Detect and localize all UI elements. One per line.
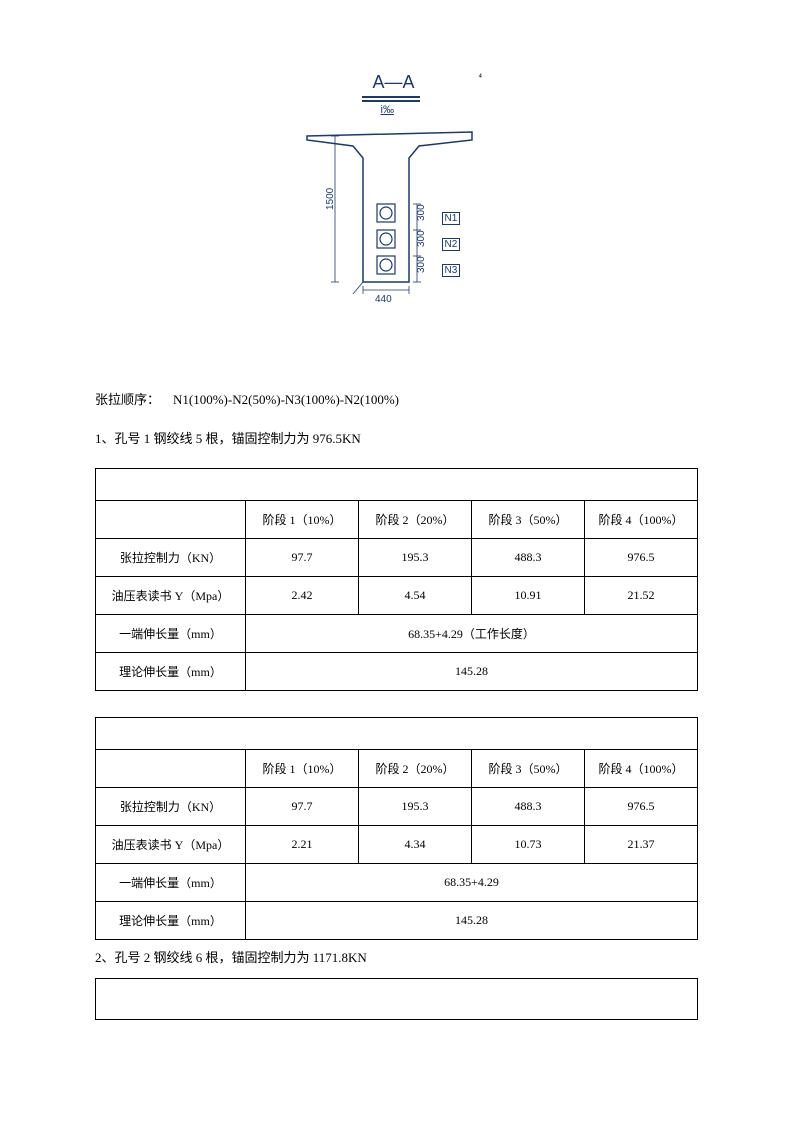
row-label: 张拉控制力（KN）: [96, 787, 246, 825]
node-n2: N2: [442, 238, 461, 251]
svg-text:300: 300: [416, 256, 427, 273]
table-row: 阶段 1（10%） 阶段 2（20%） 阶段 3（50%） 阶段 4（100%）: [96, 749, 698, 787]
table-row: 油压表读书 Y（Mpa） 2.42 4.54 10.91 21.52: [96, 576, 698, 614]
table1: 阶段 1（10%） 阶段 2（20%） 阶段 3（50%） 阶段 4（100%）…: [95, 468, 698, 691]
table-blank-header: [96, 468, 698, 500]
table-row: 一端伸长量（mm） 68.35+4.29: [96, 863, 698, 901]
row-label: 油压表读书 Y（Mpa）: [96, 576, 246, 614]
svg-text:440: 440: [375, 294, 392, 305]
empty-cell: [96, 749, 246, 787]
table-row: 一端伸长量（mm） 68.35+4.29（工作长度）: [96, 614, 698, 652]
cell: 195.3: [359, 787, 472, 825]
section1-title: 1、孔号 1 钢绞线 5 根，锚固控制力为 976.5KN: [95, 429, 698, 450]
table-row: 张拉控制力（KN） 97.7 195.3 488.3 976.5: [96, 538, 698, 576]
row-label: 一端伸长量（mm）: [96, 614, 246, 652]
cell: 976.5: [585, 538, 698, 576]
stage-header: 阶段 2（20%）: [359, 749, 472, 787]
table-row: [96, 468, 698, 500]
cell: 97.7: [246, 787, 359, 825]
node-n3: N3: [442, 264, 461, 277]
stage-header: 阶段 3（50%）: [472, 500, 585, 538]
node-n1: N1: [442, 212, 461, 225]
cell: 4.34: [359, 825, 472, 863]
cell: 21.52: [585, 576, 698, 614]
table-row: 理论伸长量（mm） 145.28: [96, 652, 698, 690]
merged-cell: 145.28: [246, 652, 698, 690]
diagram-container: ⁴ A—A i‰ 1500 300 300 300: [95, 80, 698, 330]
merged-cell: 68.35+4.29（工作长度）: [246, 614, 698, 652]
cell: 488.3: [472, 787, 585, 825]
cell: 976.5: [585, 787, 698, 825]
cell: 2.21: [246, 825, 359, 863]
slope-label: i‰: [381, 104, 394, 116]
title-underline-1: [362, 96, 420, 98]
row-label: 一端伸长量（mm）: [96, 863, 246, 901]
stage-header: 阶段 3（50%）: [472, 749, 585, 787]
row-label: 张拉控制力（KN）: [96, 538, 246, 576]
table-row: 阶段 1（10%） 阶段 2（20%） 阶段 3（50%） 阶段 4（100%）: [96, 500, 698, 538]
stage-header: 阶段 1（10%）: [246, 749, 359, 787]
table-row: 张拉控制力（KN） 97.7 195.3 488.3 976.5: [96, 787, 698, 825]
stage-header: 阶段 4（100%）: [585, 749, 698, 787]
cell: 488.3: [472, 538, 585, 576]
table2: 阶段 1（10%） 阶段 2（20%） 阶段 3（50%） 阶段 4（100%）…: [95, 717, 698, 940]
cell: 21.37: [585, 825, 698, 863]
cell: 10.91: [472, 576, 585, 614]
spacer: [95, 705, 698, 717]
table-row: 理论伸长量（mm） 145.28: [96, 901, 698, 939]
row-label: 理论伸长量（mm）: [96, 652, 246, 690]
table-row: [96, 717, 698, 749]
svg-text:300: 300: [416, 230, 427, 247]
cell: 195.3: [359, 538, 472, 576]
t-beam-diagram: ⁴ A—A i‰ 1500 300 300 300: [287, 80, 507, 330]
empty-table-box: [95, 978, 698, 1020]
merged-cell: 68.35+4.29: [246, 863, 698, 901]
table-blank-header: [96, 717, 698, 749]
cell: 10.73: [472, 825, 585, 863]
t-beam-svg: 300 300 300 440: [297, 122, 497, 322]
small-mark: ⁴: [479, 72, 483, 83]
svg-text:300: 300: [416, 204, 427, 221]
cell: 2.42: [246, 576, 359, 614]
merged-cell: 145.28: [246, 901, 698, 939]
sequence-line: 张拉顺序： N1(100%)-N2(50%)-N3(100%)-N2(100%): [95, 390, 698, 411]
cell: 4.54: [359, 576, 472, 614]
sequence-value: N1(100%)-N2(50%)-N3(100%)-N2(100%): [173, 392, 399, 407]
title-underline-2: [362, 100, 420, 102]
empty-cell: [96, 500, 246, 538]
stage-header: 阶段 4（100%）: [585, 500, 698, 538]
stage-header: 阶段 2（20%）: [359, 500, 472, 538]
table-row: 油压表读书 Y（Mpa） 2.21 4.34 10.73 21.37: [96, 825, 698, 863]
section2-title: 2、孔号 2 钢绞线 6 根，锚固控制力为 1171.8KN: [95, 948, 698, 969]
row-label: 油压表读书 Y（Mpa）: [96, 825, 246, 863]
section-title: A—A: [373, 72, 415, 93]
cell: 97.7: [246, 538, 359, 576]
sequence-label: 张拉顺序：: [95, 392, 160, 407]
row-label: 理论伸长量（mm）: [96, 901, 246, 939]
stage-header: 阶段 1（10%）: [246, 500, 359, 538]
